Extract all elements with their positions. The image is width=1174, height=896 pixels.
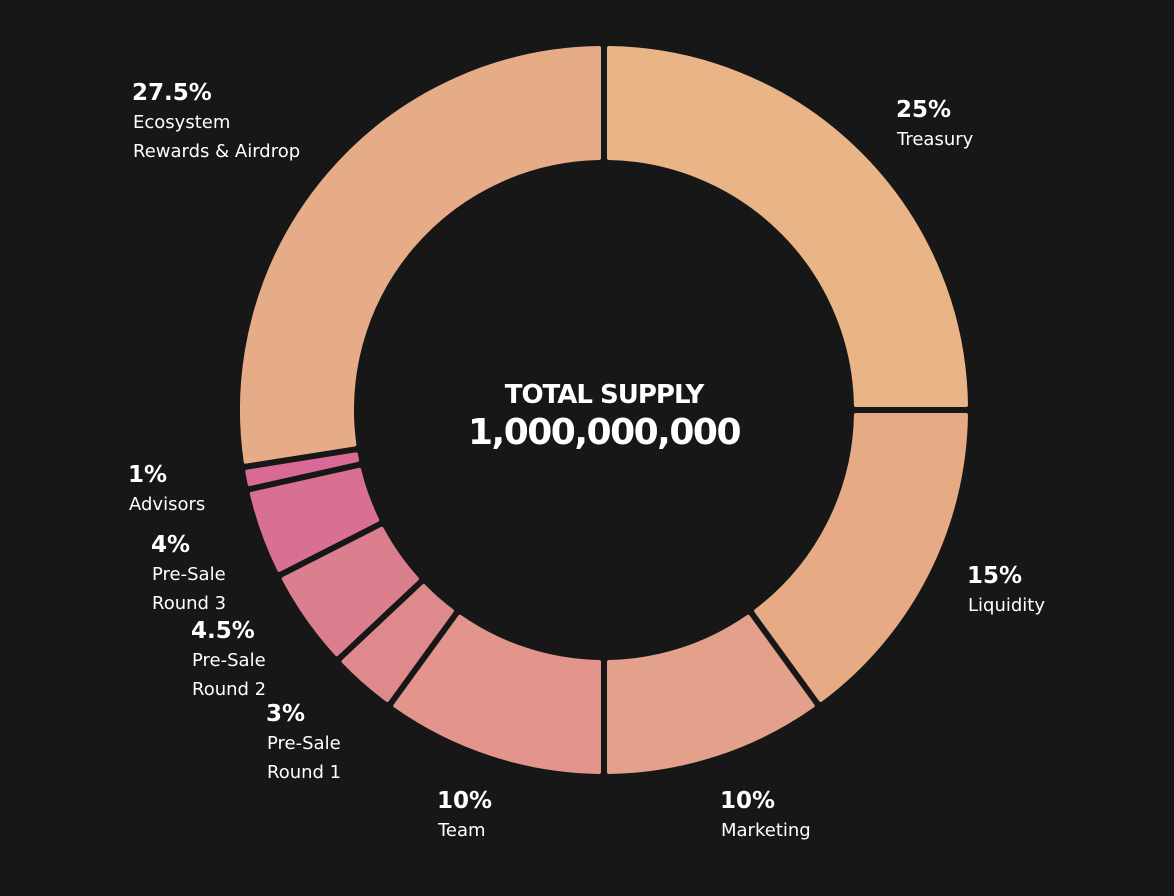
slice-label-1: 15% Liquidity [967,563,1045,616]
slice-7 [245,452,360,487]
slice-label-0: 25% Treasury [896,97,974,150]
slice-4 [341,584,454,702]
slice-percent-label: 4.5% [191,618,255,644]
slice-5 [281,526,419,657]
slice-percent-label: 4% [151,532,190,558]
slice-category-label: Liquidity [968,595,1045,616]
slice-percent-label: 3% [266,701,305,727]
slice-category-label: Round 2 [192,679,266,700]
slice-percent-label: 1% [128,462,167,488]
center-title: TOTAL SUPPLY [505,380,706,410]
donut-slices [240,46,968,774]
slice-category-label: Pre-Sale [192,650,266,671]
slice-percent-label: 27.5% [132,80,212,106]
slice-label-7: 1% Advisors [128,462,205,515]
slice-category-label: Round 3 [152,593,226,614]
slice-category-label: Round 1 [267,762,341,783]
slice-2 [607,614,815,774]
center-label: TOTAL SUPPLY 1,000,000,000 [468,380,742,453]
slice-label-4: 3% Pre-Sale Round 1 [266,701,341,783]
slice-percent-label: 25% [896,97,951,123]
slice-category-label: Ecosystem [133,112,230,133]
slice-label-2: 10% Marketing [720,788,811,841]
slice-labels: 25% Treasury 15% Liquidity 10% Marketing 10% Te… [128,80,1045,841]
slice-label-6: 4% Pre-Sale Round 3 [151,532,226,614]
slice-category-label: Advisors [129,494,205,515]
slice-percent-label: 15% [967,563,1022,589]
slice-percent-label: 10% [437,788,492,814]
center-value: 1,000,000,000 [468,412,740,453]
slice-percent-label: 10% [720,788,775,814]
slice-category-label: Rewards & Airdrop [133,141,300,162]
slice-1 [754,413,968,702]
slice-0 [607,46,968,407]
slice-category-label: Pre-Sale [267,733,341,754]
slice-label-8: 27.5% Ecosystem Rewards & Airdrop [132,80,300,162]
slice-category-label: Marketing [721,820,811,841]
slice-3 [393,614,601,774]
slice-label-5: 4.5% Pre-Sale Round 2 [191,618,266,700]
slice-category-label: Team [437,820,486,841]
slice-category-label: Pre-Sale [152,564,226,585]
slice-6 [249,467,380,572]
slice-category-label: Treasury [896,129,974,150]
slice-8 [240,46,601,464]
slice-label-3: 10% Team [437,788,492,841]
